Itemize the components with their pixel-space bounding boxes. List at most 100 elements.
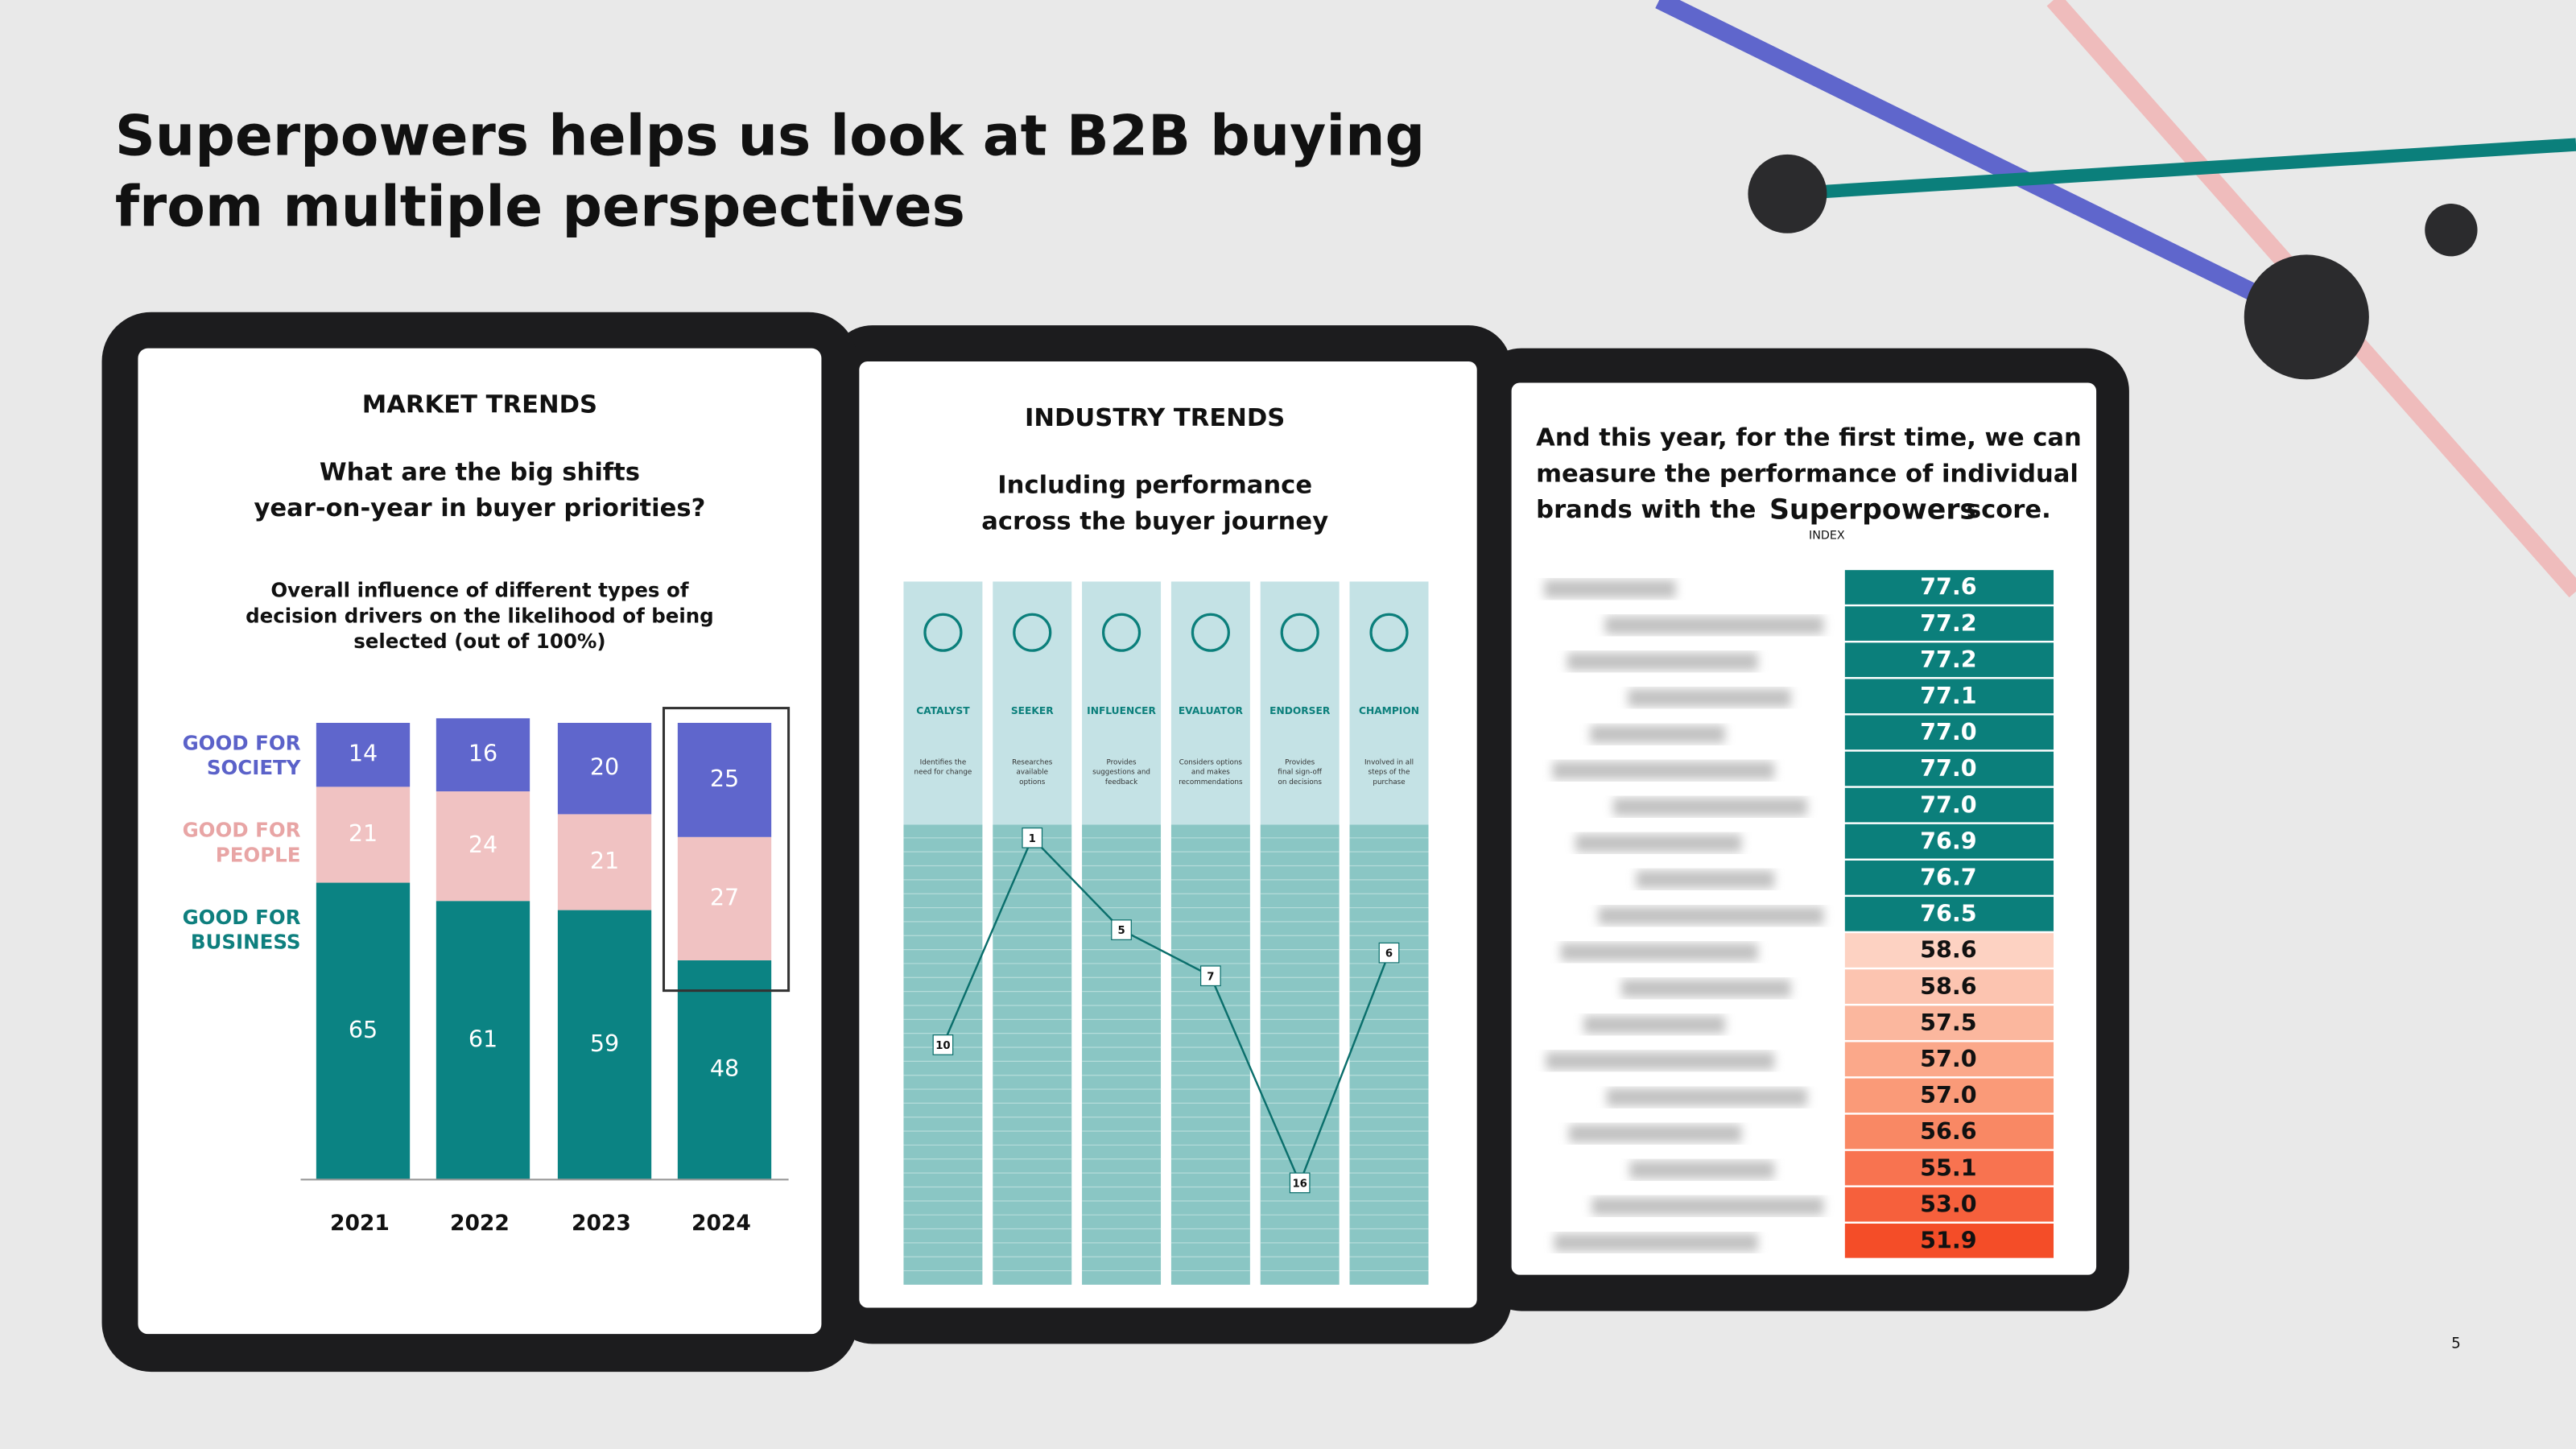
blurred-name — [1591, 1197, 1824, 1216]
point-label: 5 — [1117, 925, 1125, 937]
intro-text: measure the performance of individual — [1536, 460, 2079, 488]
point-marker — [1289, 1172, 1311, 1194]
score-label: 51.9 — [1920, 1227, 1976, 1254]
bar-segment — [436, 791, 530, 902]
bar-label: 21 — [590, 847, 619, 874]
bar-segment — [436, 901, 530, 1180]
column-description: Considers options — [1179, 758, 1243, 766]
score-cell — [1844, 606, 2054, 641]
bar-label: 27 — [710, 883, 739, 910]
intro-text: brands with the — [1536, 496, 1756, 524]
score-label: 77.1 — [1920, 682, 1976, 709]
column-description: Provides — [1107, 758, 1137, 766]
brand-scores: And this year, for the first time, we ca… — [1536, 423, 2082, 1258]
subtitle: across the buyer journey — [981, 507, 1328, 535]
legend-label: BUSINESS — [191, 930, 301, 953]
x-tick-label: 2023 — [572, 1211, 631, 1236]
bar-segment — [557, 814, 652, 910]
industry-trends: INDUSTRY TRENDS Including performance acro… — [903, 404, 1429, 1285]
point-label: 10 — [935, 1040, 950, 1052]
column-header — [1170, 581, 1250, 825]
score-label: 77.0 — [1920, 718, 1976, 745]
score-cell — [1844, 751, 2054, 786]
bar-label: 25 — [710, 765, 739, 792]
bar-segment — [316, 722, 411, 787]
column-description: suggestions and — [1092, 769, 1150, 777]
score-cell — [1844, 570, 2054, 605]
intro-text: score. — [1967, 496, 2051, 524]
bar-segment — [677, 722, 772, 837]
chart-title: Overall influence of different types of — [270, 579, 688, 602]
blurred-name — [1552, 761, 1775, 780]
score-cell — [1844, 933, 2054, 968]
question: What are the big shifts — [320, 458, 640, 486]
heading: INDUSTRY TRENDS — [1025, 404, 1285, 432]
column-description: purchase — [1373, 778, 1405, 786]
column-description: recommendations — [1179, 778, 1243, 786]
decor-dot — [1748, 154, 1827, 233]
decor-dot — [2425, 204, 2478, 257]
icon — [1369, 613, 1409, 652]
score-label: 58.6 — [1920, 936, 1976, 964]
bar-segment — [316, 786, 411, 883]
column-label: SEEKER — [1011, 705, 1054, 716]
column-header — [1082, 581, 1162, 825]
x-tick-label: 2021 — [330, 1211, 390, 1236]
bar-segment — [677, 960, 772, 1180]
score-cell — [1844, 1114, 2054, 1150]
column-label: CHAMPION — [1359, 705, 1419, 716]
bar-label: 59 — [590, 1030, 619, 1057]
score-cell — [1844, 1078, 2054, 1113]
bar-segment — [557, 910, 652, 1180]
blurred-name — [1567, 652, 1758, 671]
column-body — [993, 824, 1072, 1285]
score-label: 57.0 — [1920, 1081, 1976, 1108]
score-label: 56.6 — [1920, 1117, 1976, 1145]
blurred-name — [1613, 798, 1807, 816]
bar-label: 24 — [469, 831, 497, 858]
point-marker — [1378, 942, 1400, 964]
point-marker — [1022, 827, 1043, 848]
bar-label: 65 — [349, 1016, 378, 1043]
score-cell — [1844, 1042, 2054, 1077]
blurred-name — [1628, 688, 1791, 708]
blurred-name — [1604, 616, 1824, 634]
point-label: 16 — [1292, 1178, 1307, 1190]
score-label: 58.6 — [1920, 972, 1976, 1000]
bar-label: 21 — [349, 819, 378, 847]
blurred-name — [1606, 1088, 1807, 1107]
bar-segment — [677, 836, 772, 960]
icon — [923, 613, 963, 652]
score-label: 76.7 — [1920, 864, 1976, 891]
score-cell — [1844, 642, 2054, 678]
score-label: 77.6 — [1920, 573, 1976, 601]
score-cell — [1844, 824, 2054, 859]
score-cell — [1844, 1005, 2054, 1041]
point-label: 6 — [1385, 948, 1393, 960]
x-tick-label: 2024 — [691, 1211, 751, 1236]
chart-title: decision drivers on the likelihood of be… — [246, 604, 714, 627]
bar-label: 14 — [349, 740, 378, 767]
question: year-on-year in buyer priorities? — [254, 494, 705, 522]
score-label: 77.0 — [1920, 791, 1976, 818]
page-number: 5 — [2451, 1335, 2461, 1352]
blurred-name — [1575, 834, 1742, 852]
heading: MARKET TRENDS — [362, 391, 597, 419]
score-label: 57.5 — [1920, 1009, 1976, 1036]
column-description: Researches — [1012, 758, 1053, 766]
point-label: 1 — [1029, 833, 1036, 845]
score-cell — [1844, 860, 2054, 895]
bar-segment — [316, 882, 411, 1180]
bar-segment — [436, 718, 530, 792]
score-cell — [1844, 679, 2054, 714]
slide-title: Superpowers helps us look at B2B buying — [115, 105, 1425, 169]
decor-line — [1786, 138, 2576, 200]
blurred-name — [1544, 580, 1676, 598]
score-cell — [1844, 1224, 2054, 1258]
legend-label: GOOD FOR — [183, 731, 301, 754]
icon — [1101, 613, 1141, 652]
x-tick-label: 2022 — [450, 1211, 510, 1236]
column-description: options — [1019, 778, 1046, 786]
column-header — [903, 581, 983, 825]
